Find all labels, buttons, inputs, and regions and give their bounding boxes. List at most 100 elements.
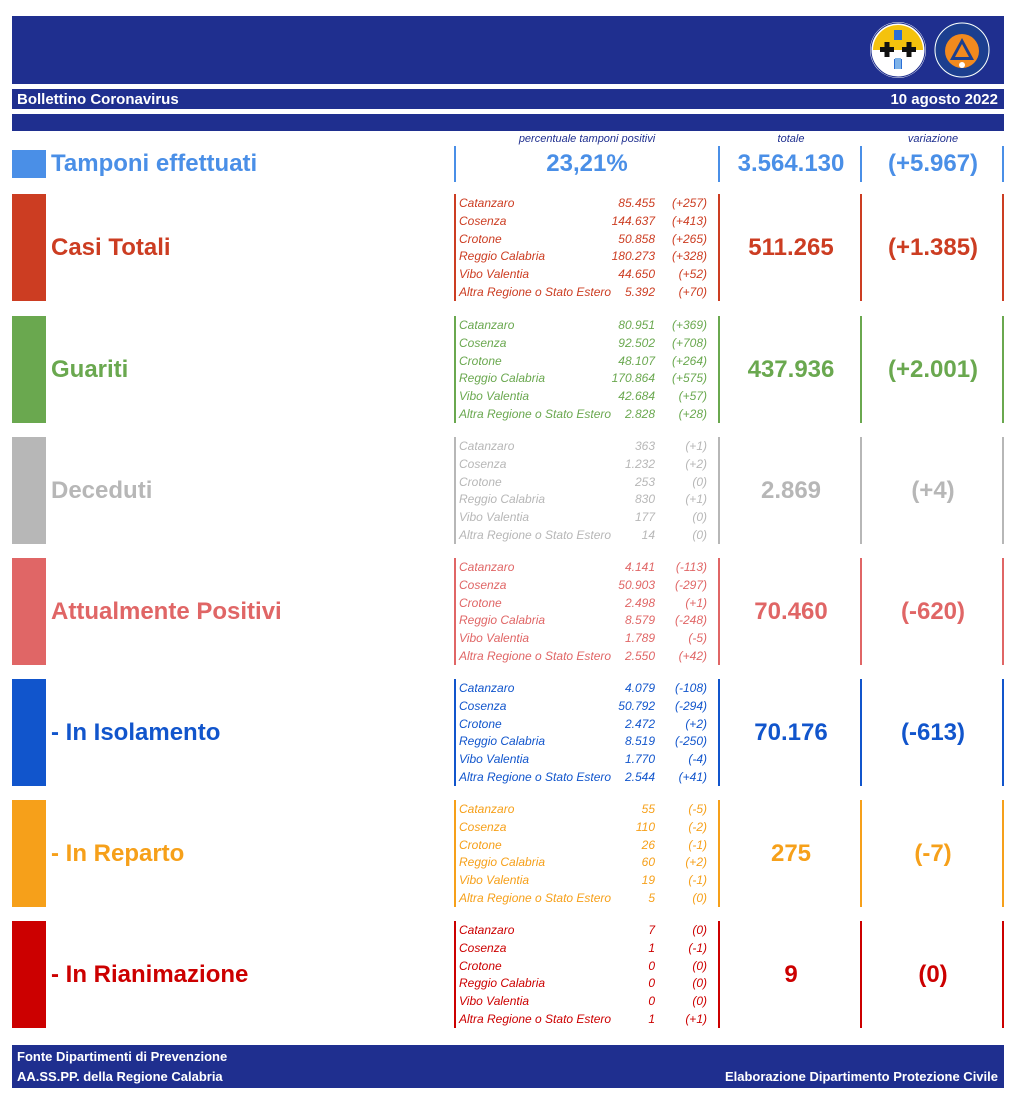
total-column-header: totale — [777, 133, 805, 145]
province-row: Altra Regione o Stato Estero 2.544 (+41) — [459, 769, 711, 787]
province-delta: (+42) — [678, 648, 707, 663]
province-value: 0 — [648, 976, 655, 991]
divider — [1002, 679, 1004, 786]
category-label: Tamponi effettuati — [51, 150, 258, 177]
province-name: Cosenza — [459, 456, 507, 471]
province-name: Cosenza — [459, 213, 507, 228]
divider — [1002, 921, 1004, 1028]
variation-value: (+4) — [911, 477, 955, 504]
province-name: Altra Regione o Stato Estero — [459, 1011, 612, 1026]
province-name: Altra Regione o Stato Estero — [459, 890, 612, 905]
province-value: 8.579 — [624, 613, 655, 628]
province-delta: (0) — [692, 994, 707, 1009]
pct-column-header: percentuale tamponi positivi — [518, 133, 656, 145]
province-delta: (-4) — [688, 752, 707, 767]
province-delta: (-2) — [688, 819, 707, 834]
variation-value: (-613) — [900, 719, 966, 746]
province-value: 0 — [648, 958, 655, 973]
province-name: Altra Regione o Stato Estero — [459, 406, 612, 421]
province-value: 14 — [641, 527, 655, 542]
variation-value: (0) — [918, 961, 948, 988]
province-row: Vibo Valentia 1.770 (-4) — [459, 751, 711, 769]
province-name: Altra Regione o Stato Estero — [459, 769, 612, 784]
province-value: 110 — [635, 819, 655, 834]
province-row: Crotone 253 (0) — [459, 474, 711, 492]
total-value: 2.869 — [760, 477, 822, 504]
province-row: Vibo Valentia 177 (0) — [459, 509, 711, 527]
variation-column-header: variazione — [907, 133, 959, 145]
province-value: 92.502 — [618, 335, 655, 350]
divider — [1002, 558, 1004, 665]
province-value: 44.650 — [618, 267, 655, 282]
province-row: Cosenza 1 (-1) — [459, 940, 711, 958]
divider — [454, 921, 456, 1028]
province-name: Reggio Calabria — [459, 855, 546, 870]
province-name: Vibo Valentia — [459, 994, 530, 1009]
province-value: 4.079 — [624, 681, 655, 695]
province-delta: (-297) — [674, 577, 707, 592]
positive-percentage: 23,21% — [546, 150, 628, 177]
category-swatch — [12, 316, 46, 423]
province-breakdown: Catanzaro 7 (0) Cosenza 1 (-1) Crotone 0 (0) Regg… — [459, 922, 711, 1029]
province-delta: (+328) — [671, 249, 707, 264]
province-delta: (+41) — [678, 769, 707, 784]
province-value: 253 — [634, 474, 655, 489]
province-value: 85.455 — [618, 196, 655, 210]
province-name: Vibo Valentia — [459, 267, 530, 282]
province-name: Reggio Calabria — [459, 734, 546, 749]
title-bar: Bollettino Coronavirus 10 agosto 2022 — [12, 89, 1004, 109]
province-row: Altra Regione o Stato Estero 5 (0) — [459, 890, 711, 908]
divider — [718, 921, 720, 1028]
divider — [454, 146, 456, 182]
province-row: Vibo Valentia 44.650 (+52) — [459, 266, 711, 284]
category-swatch — [12, 800, 46, 907]
divider — [1002, 316, 1004, 423]
total-value: 275 — [770, 840, 812, 867]
province-name: Catanzaro — [459, 802, 515, 816]
province-row: Cosenza 50.792 (-294) — [459, 698, 711, 716]
category-label: Casi Totali — [51, 234, 171, 261]
province-row: Altra Regione o Stato Estero 5.392 (+70) — [459, 284, 711, 302]
divider — [860, 800, 862, 907]
province-breakdown: Catanzaro 85.455 (+257) Cosenza 144.637 (+413… — [459, 195, 711, 302]
province-row: Vibo Valentia 0 (0) — [459, 993, 711, 1011]
province-delta: (0) — [692, 923, 707, 937]
province-delta: (+1) — [685, 1011, 707, 1026]
protezione-civile-logo-icon — [934, 22, 990, 78]
province-value: 180.273 — [611, 249, 655, 264]
province-value: 177 — [634, 510, 655, 525]
province-name: Vibo Valentia — [459, 389, 530, 404]
divider — [718, 146, 720, 182]
province-value: 1.232 — [624, 456, 655, 471]
province-value: 60 — [641, 855, 655, 870]
total-value: 3.564.130 — [737, 150, 845, 177]
province-row: Catanzaro 4.141 (-113) — [459, 559, 711, 577]
category-swatch — [12, 558, 46, 665]
bulletin-date: 10 agosto 2022 — [890, 91, 998, 108]
province-name: Catanzaro — [459, 196, 515, 210]
province-delta: (0) — [692, 890, 707, 905]
province-row: Altra Regione o Stato Estero 2.828 (+28) — [459, 406, 711, 424]
province-breakdown: Catanzaro 80.951 (+369) Cosenza 92.502 (+708)… — [459, 317, 711, 424]
province-row: Crotone 2.472 (+2) — [459, 716, 711, 734]
divider — [1002, 800, 1004, 907]
province-value: 80.951 — [618, 318, 655, 332]
province-value: 1 — [648, 1011, 655, 1026]
province-delta: (-108) — [674, 681, 707, 695]
category-casi-totali: Casi Totali Catanzaro 85.455 (+257) Cosenza 1… — [0, 194, 1024, 301]
divider — [718, 437, 720, 544]
province-row: Altra Regione o Stato Estero 2.550 (+42) — [459, 648, 711, 666]
province-delta: (+413) — [671, 213, 707, 228]
province-value: 2.544 — [624, 769, 655, 784]
category-swatch — [12, 194, 46, 301]
province-value: 50.792 — [618, 698, 655, 713]
bulletin-title: Bollettino Coronavirus — [17, 91, 179, 108]
province-breakdown: Catanzaro 55 (-5) Cosenza 110 (-2) Crotone 26 (-… — [459, 801, 711, 908]
total-value: 437.936 — [747, 356, 835, 383]
footer-source-line2: AA.SS.PP. della Regione Calabria — [17, 1069, 223, 1084]
province-name: Altra Regione o Stato Estero — [459, 527, 612, 542]
province-row: Catanzaro 363 (+1) — [459, 438, 711, 456]
divider — [860, 146, 862, 182]
province-name: Crotone — [459, 837, 502, 852]
province-value: 2.550 — [624, 648, 655, 663]
